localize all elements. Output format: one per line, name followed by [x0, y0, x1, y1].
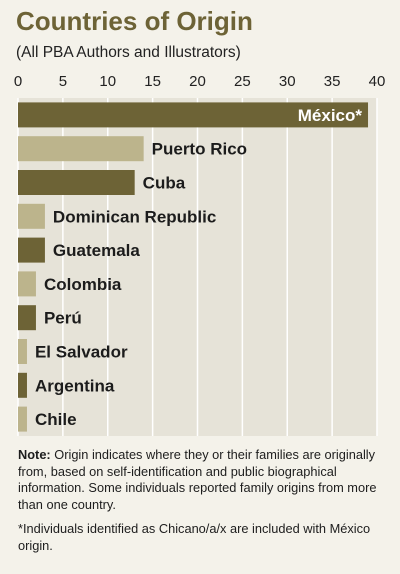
bar — [18, 102, 369, 128]
x-tick-label: 5 — [59, 73, 67, 90]
bar-label: Dominican Republic — [53, 207, 216, 226]
bar — [18, 203, 45, 229]
bar-label: Cuba — [143, 174, 186, 193]
x-tick-label: 35 — [324, 73, 341, 90]
bar — [18, 406, 27, 432]
bar-chart: 0 5 10 15 20 25 30 35 40 México* Puerto Rico Cuba Do… — [14, 73, 386, 436]
bar-label: Argentina — [35, 376, 115, 395]
bar-label: Perú — [44, 309, 82, 328]
bar — [18, 136, 144, 162]
x-tick-label: 0 — [14, 73, 22, 90]
bar-label: El Salvador — [35, 343, 128, 362]
bar — [18, 237, 45, 263]
bar — [18, 305, 36, 331]
bar-label: Guatemala — [53, 241, 140, 260]
bar-label: Puerto Rico — [152, 140, 247, 159]
bar-label: México* — [298, 106, 363, 125]
note-paragraph: Note: Origin indicates where they or the… — [18, 447, 390, 513]
x-tick-label: 20 — [189, 73, 206, 90]
x-tick-label: 25 — [234, 73, 251, 90]
bar-label: Colombia — [44, 275, 122, 294]
x-tick-label: 10 — [99, 73, 116, 90]
bar-label: Chile — [35, 410, 77, 429]
footnote: *Individuals identified as Chicano/a/x a… — [18, 521, 371, 553]
x-tick-label: 40 — [369, 73, 386, 90]
chart-notes: Note: Origin indicates where they or the… — [18, 447, 390, 562]
bar — [18, 170, 135, 195]
chart-title: Countries of Origin — [16, 6, 253, 36]
note-text: Origin indicates where they or their fam… — [18, 447, 377, 512]
note-label: Note: — [18, 447, 51, 462]
x-tick-label: 15 — [144, 73, 161, 90]
chart-subtitle: (All PBA Authors and Illustrators) — [16, 44, 241, 61]
x-tick-label: 30 — [279, 73, 296, 90]
bar — [18, 372, 27, 398]
bar — [18, 339, 27, 364]
bar — [18, 271, 36, 297]
